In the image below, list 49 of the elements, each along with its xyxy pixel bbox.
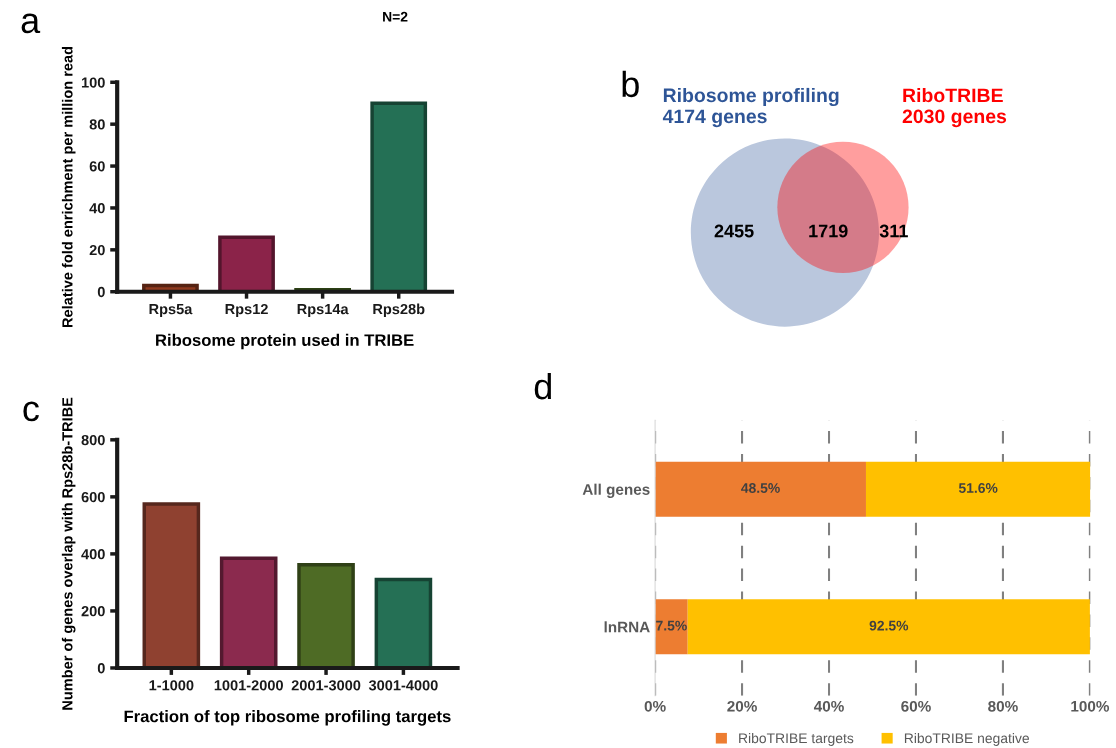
y-tick-label: 100 [81,77,105,88]
y-tick-label: 200 [81,606,105,617]
y-tick-label: All genes [582,483,650,498]
data-label: 2030 genes [902,109,1007,128]
x-tick-label: 40% [813,700,844,712]
x-tick-label: 2001-3000 [291,680,361,691]
data-label: 48.5% [741,483,780,493]
legend-label: Ribosome profiling [663,87,839,107]
x-tick-label: 1-1000 [149,680,194,691]
x-tick-label: Rps14a [297,304,349,318]
y-tick-label: 800 [81,434,105,446]
y-tick-label: lnRNA [604,621,650,633]
data-label: 92.5% [869,620,909,631]
chart-title: a [21,13,41,34]
text: 1719 [809,224,848,238]
x-tick-label: 0% [644,700,666,712]
data-label: 51.6% [958,483,998,493]
x-tick-label: 60% [901,700,931,712]
chart-title: d [534,372,551,400]
legend-label: RiboTRIBE negative [904,732,1030,746]
x-tick-label: 1001-2000 [214,680,283,691]
text: b [622,70,639,98]
y-axis-title: Number of genes overlap with Rps28b-TRIBE [61,397,76,710]
text: 311 [879,224,908,238]
text: 2455 [714,224,754,238]
y-axis-title: Relative fold enrichment per million read [61,46,76,328]
legend-label: RiboTRIBE targets [739,732,854,746]
y-tick-label: 600 [81,491,105,503]
x-axis-title: Fraction of top ribosome profiling targets [124,710,451,726]
x-tick-label: 20% [727,700,757,712]
text: N=2 [383,11,408,22]
y-tick-label: 400 [81,548,105,560]
y-tick-label: 80 [89,119,105,130]
y-tick-label: 0 [97,286,105,298]
x-tick-label: 80% [988,700,1018,712]
x-tick-label: Rps12 [225,303,268,318]
y-tick-label: 0 [97,663,105,674]
y-tick-label: 60 [89,161,105,172]
data-label: 4174 genes [662,109,767,128]
legend-label: RiboTRIBE [903,87,1003,103]
x-tick-label: Rps28b [373,303,425,318]
chart-title: c [23,401,39,422]
x-tick-label: 100% [1071,700,1110,712]
x-tick-label: Rps5a [149,304,193,318]
x-axis-title: Ribosome protein used in TRIBE [156,333,414,350]
data-label: 7.5% [656,620,687,631]
y-tick-label: 20 [89,244,105,256]
y-tick-label: 40 [89,203,105,214]
x-tick-label: 3001-4000 [368,680,438,691]
